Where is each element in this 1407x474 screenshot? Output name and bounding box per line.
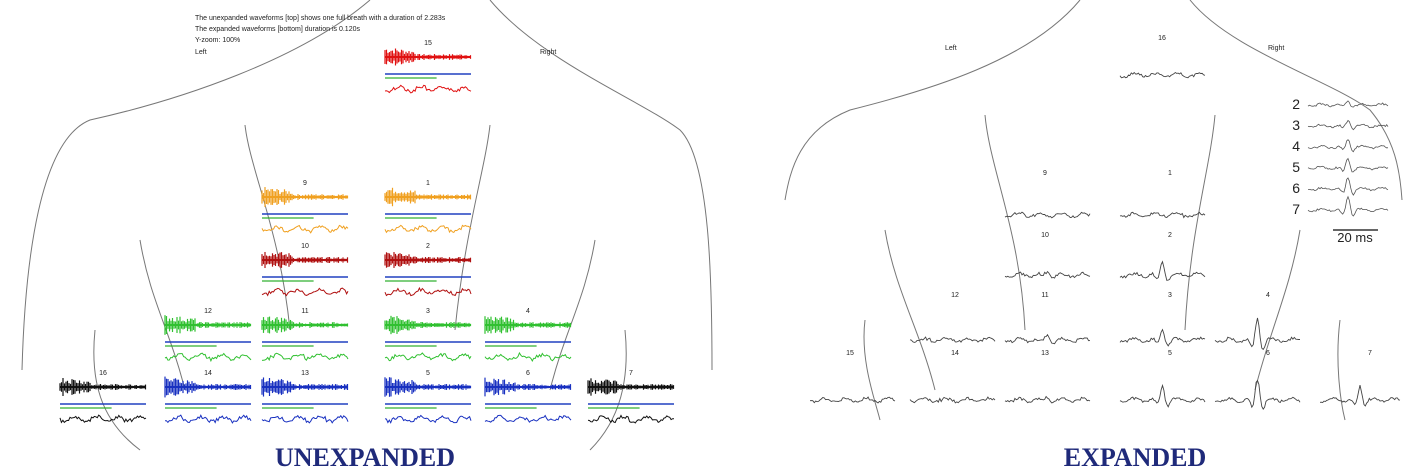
waveform <box>1308 178 1388 195</box>
side-label: Left <box>195 49 207 56</box>
waveform <box>1308 121 1388 130</box>
waveform <box>262 288 348 296</box>
figure: The unexpanded waveforms [top] shows one… <box>0 0 1407 474</box>
inset-label: 6 <box>1292 180 1300 196</box>
channel-label: 7 <box>629 370 633 377</box>
inset-label: 3 <box>1292 117 1300 133</box>
waveform <box>1215 381 1300 410</box>
waveform <box>165 353 251 361</box>
info-line: Y-zoom: 100% <box>195 37 240 44</box>
channel-label: 13 <box>1041 350 1049 357</box>
channel-label: 6 <box>1266 350 1270 357</box>
waveform <box>262 416 348 423</box>
waveform <box>1120 386 1205 407</box>
waveform <box>385 353 471 361</box>
waveform <box>1005 335 1090 344</box>
waveform <box>810 397 895 403</box>
channel-label: 16 <box>1158 35 1166 42</box>
caption: UNEXPANDED <box>275 443 455 472</box>
waveform <box>165 415 251 423</box>
waveform <box>385 416 471 423</box>
inset-label: 2 <box>1292 96 1300 112</box>
waveform <box>485 415 571 422</box>
channel-label: 13 <box>301 370 309 377</box>
channel-label: 1 <box>1168 170 1172 177</box>
waveform <box>385 288 471 296</box>
channel-label: 7 <box>1368 350 1372 357</box>
channel-label: 10 <box>1041 232 1049 239</box>
channel-label: 5 <box>426 370 430 377</box>
waveform <box>1308 101 1388 107</box>
caption: EXPANDED <box>1064 443 1207 472</box>
waveform <box>485 353 571 361</box>
info-line: The expanded waveforms [bottom] duration… <box>195 26 360 33</box>
waveform <box>1120 330 1205 346</box>
channel-label: 3 <box>1168 292 1172 299</box>
body-outline-right <box>785 0 1402 420</box>
channel-label: 2 <box>426 243 430 250</box>
waveform <box>1308 140 1388 152</box>
channel-label: 15 <box>424 40 432 47</box>
waveform <box>262 225 348 232</box>
waveform <box>1120 73 1205 78</box>
channel-label: 9 <box>303 180 307 187</box>
inset-label: 5 <box>1292 159 1300 175</box>
waveform <box>1320 385 1400 406</box>
inset-label: 4 <box>1292 138 1300 154</box>
channel-label: 5 <box>1168 350 1172 357</box>
side-label: Left <box>945 45 957 52</box>
waveform <box>910 397 995 403</box>
channel-label: 15 <box>846 350 854 357</box>
waveform <box>385 225 471 232</box>
waveform <box>1005 212 1090 218</box>
channel-label: 4 <box>526 308 530 315</box>
waveform <box>588 416 674 423</box>
inset-label: 7 <box>1292 201 1300 217</box>
side-label: Right <box>540 49 556 56</box>
waveform <box>1005 397 1090 403</box>
channel-label: 2 <box>1168 232 1172 239</box>
channel-label: 3 <box>426 308 430 315</box>
waveform <box>1120 212 1205 217</box>
channel-label: 16 <box>99 370 107 377</box>
waveform <box>1308 159 1388 172</box>
info-line: The unexpanded waveforms [top] shows one… <box>195 15 446 22</box>
channel-label: 12 <box>951 292 959 299</box>
channel-label: 9 <box>1043 170 1047 177</box>
channel-label: 14 <box>951 350 959 357</box>
waveform <box>1120 262 1205 281</box>
waveform <box>385 85 471 93</box>
waveform <box>60 415 146 422</box>
side-label: Right <box>1268 45 1284 52</box>
channel-label: 6 <box>526 370 530 377</box>
waveform <box>1005 272 1090 279</box>
scale-label: 20 ms <box>1337 230 1373 245</box>
channel-label: 12 <box>204 308 212 315</box>
waveform <box>910 337 995 342</box>
channel-label: 4 <box>1266 292 1270 299</box>
waveform <box>1308 197 1388 216</box>
channel-label: 14 <box>204 370 212 377</box>
channel-label: 10 <box>301 243 309 250</box>
channel-label: 1 <box>426 180 430 187</box>
waveform <box>262 353 348 360</box>
channel-label: 11 <box>301 308 308 315</box>
channel-label: 11 <box>1041 292 1048 299</box>
waveform <box>1215 318 1300 349</box>
